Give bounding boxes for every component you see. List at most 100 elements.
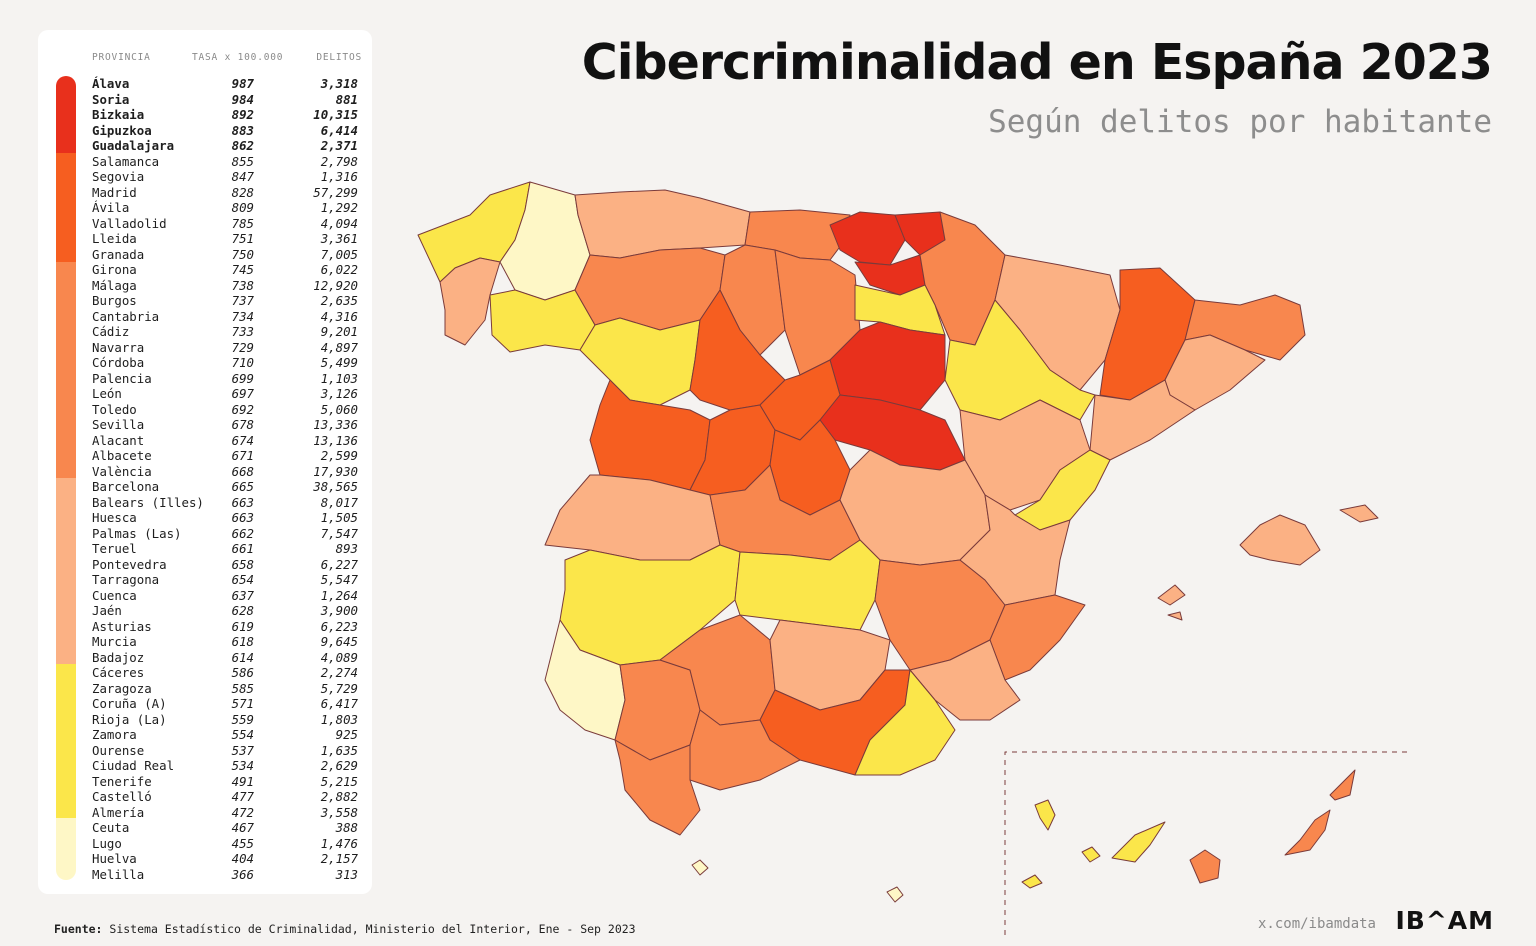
- table-row: Teruel 661 893: [92, 541, 358, 557]
- row-province: Cáceres: [92, 665, 145, 680]
- row-rate: 404: [231, 851, 254, 866]
- table-row: Toledo 692 5,060: [92, 402, 358, 418]
- row-province: Sevilla: [92, 417, 145, 432]
- row-rate: 559: [231, 711, 254, 727]
- row-rate: 491: [231, 773, 254, 789]
- row-crimes: 2,599: [320, 448, 358, 463]
- peninsula-provinces: [417, 181, 1306, 836]
- row-province: León: [92, 386, 122, 401]
- row-rate: 654: [231, 572, 254, 587]
- row-crimes: 2,371: [320, 138, 358, 153]
- row-crimes: 1,505: [320, 510, 358, 525]
- table-row: Pontevedra 658 6,227: [92, 557, 358, 573]
- row-rate: 987: [231, 76, 254, 91]
- row-province: Cuenca: [92, 587, 137, 603]
- row-rate: 671: [231, 448, 254, 463]
- table-row: Álava 987 3,318: [92, 76, 358, 92]
- legend-band: [56, 76, 76, 154]
- credit-link[interactable]: x.com/ibamdata: [1257, 916, 1376, 932]
- row-crimes: 1,264: [320, 587, 358, 603]
- row-crimes: 13,136: [313, 432, 358, 448]
- province-bizkaia: [829, 211, 906, 266]
- table-row: Burgos 737 2,635: [92, 293, 358, 309]
- row-province: Jaén: [92, 603, 122, 618]
- row-crimes: 38,565: [313, 479, 358, 494]
- row-rate: 750: [231, 246, 254, 262]
- row-province: Málaga: [92, 277, 137, 293]
- row-province: Ávila: [92, 200, 130, 215]
- row-rate: 662: [231, 525, 254, 541]
- row-crimes: 1,476: [320, 835, 358, 851]
- row-province: Gipuzkoa: [92, 122, 152, 138]
- row-rate: 586: [231, 665, 254, 680]
- province-valencia: [959, 494, 1071, 606]
- row-crimes: 12,920: [313, 277, 358, 293]
- legend-color-bar: [56, 76, 76, 880]
- table-row: Soria 984 881: [92, 92, 358, 108]
- table-row: Tarragona 654 5,547: [92, 572, 358, 588]
- row-crimes: 6,414: [320, 122, 358, 138]
- island-tenerife: [1111, 821, 1166, 863]
- table-row: Murcia 618 9,645: [92, 634, 358, 650]
- row-province: Almería: [92, 804, 145, 820]
- row-crimes: 4,316: [320, 308, 358, 324]
- table-row: Ávila 809 1,292: [92, 200, 358, 216]
- table-row: Palmas (Las) 662 7,547: [92, 526, 358, 542]
- city-ceuta: [691, 859, 709, 876]
- row-province: Álava: [92, 76, 130, 91]
- row-rate: 658: [231, 556, 254, 572]
- row-crimes: 2,629: [320, 758, 358, 773]
- source-text: Sistema Estadístico de Criminalidad, Min…: [109, 922, 636, 936]
- row-rate: 477: [231, 789, 254, 804]
- table-row: Bizkaia 892 10,315: [92, 107, 358, 123]
- column-header-province: PROVINCIA: [92, 52, 151, 63]
- table-row: Madrid 828 57,299: [92, 185, 358, 201]
- row-rate: 892: [231, 107, 254, 122]
- row-crimes: 1,316: [320, 169, 358, 184]
- row-province: Murcia: [92, 634, 137, 649]
- row-crimes: 881: [335, 91, 358, 107]
- row-crimes: 2,882: [320, 789, 358, 804]
- table-row: Cuenca 637 1,264: [92, 588, 358, 604]
- table-row: Cáceres 586 2,274: [92, 665, 358, 681]
- row-crimes: 5,060: [320, 401, 358, 417]
- table-row: Castelló 477 2,882: [92, 789, 358, 805]
- row-rate: 734: [231, 308, 254, 324]
- row-province: Castelló: [92, 789, 152, 804]
- row-rate: 710: [231, 355, 254, 370]
- row-rate: 862: [231, 138, 254, 153]
- table-row: Ciudad Real 534 2,629: [92, 758, 358, 774]
- island-mallorca: [1239, 514, 1321, 566]
- row-rate: 847: [231, 169, 254, 184]
- table-row: Asturias 619 6,223: [92, 619, 358, 635]
- island-la-palma: [1034, 799, 1056, 831]
- row-province: Córdoba: [92, 355, 145, 370]
- row-rate: 737: [231, 293, 254, 308]
- row-crimes: 6,227: [320, 556, 358, 572]
- row-rate: 614: [231, 649, 254, 665]
- row-province: Zaragoza: [92, 680, 152, 696]
- row-crimes: 3,558: [320, 804, 358, 820]
- row-rate: 534: [231, 758, 254, 773]
- row-rate: 984: [231, 91, 254, 107]
- row-rate: 554: [231, 727, 254, 742]
- row-province: Cantabria: [92, 308, 160, 324]
- province-ourense: [489, 289, 596, 353]
- row-crimes: 4,897: [320, 339, 358, 355]
- row-province: Coruña (A): [92, 696, 167, 711]
- row-crimes: 7,005: [320, 246, 358, 262]
- island-formentera: [1167, 611, 1183, 621]
- row-rate: 697: [231, 386, 254, 401]
- province-zamora: [579, 317, 701, 406]
- row-rate: 699: [231, 370, 254, 386]
- row-crimes: 5,547: [320, 572, 358, 587]
- row-rate: 883: [231, 122, 254, 138]
- table-row: Salamanca 855 2,798: [92, 154, 358, 170]
- table-row: Gipuzkoa 883 6,414: [92, 123, 358, 139]
- canary-inset-frame: [1004, 751, 1410, 935]
- table-row: Lugo 455 1,476: [92, 836, 358, 852]
- row-rate: 745: [231, 262, 254, 277]
- page-title: Cibercriminalidad en España 2023: [581, 34, 1493, 91]
- row-crimes: 2,798: [320, 153, 358, 169]
- row-province: Granada: [92, 246, 145, 262]
